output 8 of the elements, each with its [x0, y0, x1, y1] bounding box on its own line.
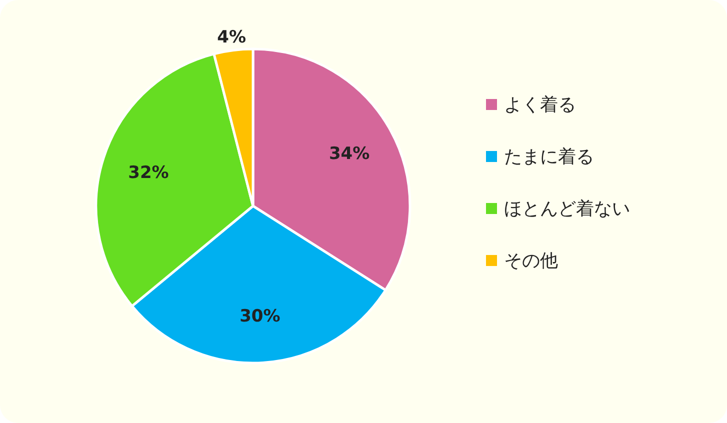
legend-label: よく着る — [504, 94, 576, 116]
data-label: 30% — [240, 306, 280, 327]
data-label: 34% — [328, 144, 370, 164]
legend-label: その他 — [504, 250, 558, 272]
legend-label: ほとんど着ない — [504, 198, 630, 220]
data-label: 32% — [128, 162, 169, 183]
data-label: 4% — [217, 27, 246, 48]
legend-label: たまに着る — [504, 146, 594, 168]
